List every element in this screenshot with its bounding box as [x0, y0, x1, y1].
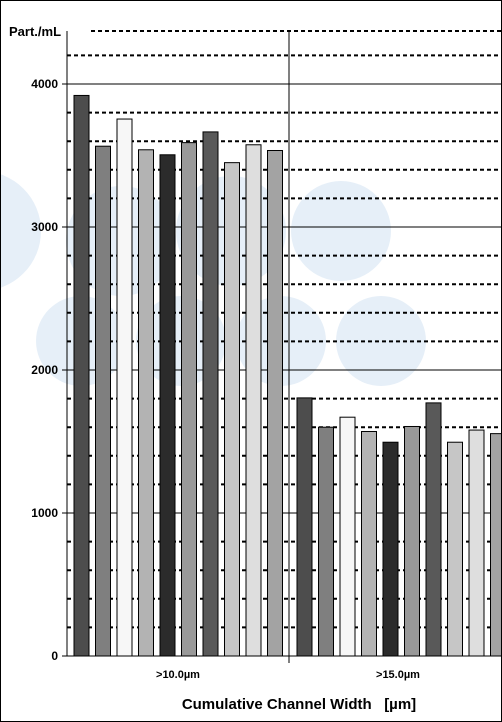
bar [447, 441, 463, 657]
bar [425, 402, 442, 657]
bar [339, 416, 356, 657]
bar [116, 118, 133, 657]
bar [318, 426, 334, 657]
y-tick-label: 4000 [31, 77, 58, 91]
bar [181, 142, 197, 657]
bar [490, 433, 501, 657]
bar [468, 429, 485, 657]
bar [245, 144, 262, 657]
category-labels: >10.0µm >15.0µm [156, 669, 420, 681]
bar [138, 149, 154, 657]
bar [159, 154, 176, 657]
y-tick-label: 0 [51, 649, 58, 663]
y-tick-label: 2000 [31, 363, 58, 377]
bar [95, 145, 111, 657]
y-axis-title: Part./mL [9, 24, 61, 39]
bar [202, 131, 219, 657]
bar [404, 425, 420, 657]
category-label: >10.0µm [156, 669, 200, 681]
bar [382, 441, 399, 657]
bar [361, 430, 377, 657]
y-tick-label: 3000 [31, 220, 58, 234]
bar [267, 149, 283, 657]
axes [66, 31, 501, 663]
bars [73, 94, 501, 657]
y-tick-labels: 0 1000 2000 3000 4000 [31, 77, 67, 663]
bar [73, 94, 90, 657]
y-tick-label: 1000 [31, 506, 58, 520]
category-label: >15.0µm [376, 669, 420, 681]
bar [296, 397, 313, 657]
x-axis-title: Cumulative Channel Width [µm] [182, 696, 416, 713]
bar [224, 162, 240, 657]
